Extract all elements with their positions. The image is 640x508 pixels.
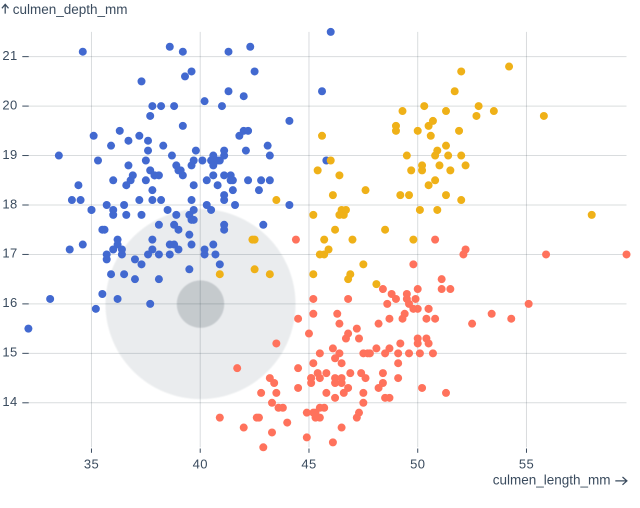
svg-text:culmen_length_mm: culmen_length_mm	[493, 473, 611, 488]
svg-text:19: 19	[2, 147, 17, 162]
svg-text:16: 16	[2, 295, 17, 310]
svg-text:55: 55	[519, 456, 534, 471]
svg-text:18: 18	[2, 196, 17, 211]
svg-text:40: 40	[193, 456, 208, 471]
svg-text:50: 50	[410, 456, 425, 471]
svg-text:culmen_depth_mm: culmen_depth_mm	[13, 2, 128, 17]
svg-text:17: 17	[2, 246, 17, 261]
svg-text:15: 15	[2, 345, 17, 360]
svg-text:45: 45	[301, 456, 316, 471]
svg-text:20: 20	[2, 97, 17, 112]
svg-text:21: 21	[2, 48, 17, 63]
svg-text:14: 14	[2, 394, 17, 409]
svg-text:35: 35	[84, 456, 99, 471]
